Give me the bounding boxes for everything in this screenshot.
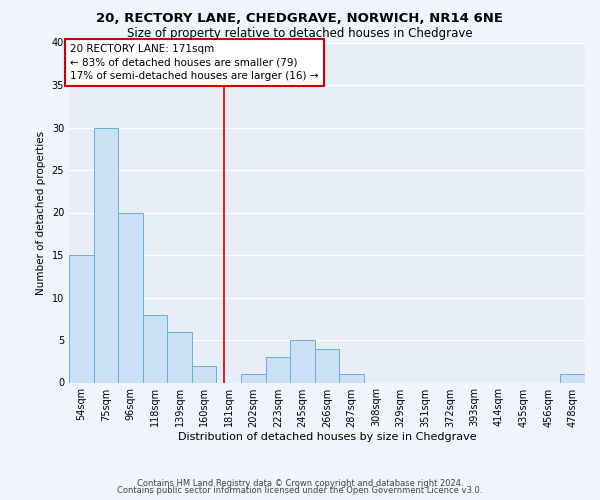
Bar: [167, 332, 192, 382]
Bar: [315, 348, 339, 382]
Bar: [560, 374, 585, 382]
Bar: [143, 314, 167, 382]
Bar: [118, 212, 143, 382]
X-axis label: Distribution of detached houses by size in Chedgrave: Distribution of detached houses by size …: [178, 432, 476, 442]
Bar: [192, 366, 217, 382]
Bar: [339, 374, 364, 382]
Text: Contains public sector information licensed under the Open Government Licence v3: Contains public sector information licen…: [118, 486, 482, 495]
Text: 20, RECTORY LANE, CHEDGRAVE, NORWICH, NR14 6NE: 20, RECTORY LANE, CHEDGRAVE, NORWICH, NR…: [97, 12, 503, 26]
Bar: [290, 340, 315, 382]
Text: 20 RECTORY LANE: 171sqm
← 83% of detached houses are smaller (79)
17% of semi-de: 20 RECTORY LANE: 171sqm ← 83% of detache…: [70, 44, 319, 80]
Text: Size of property relative to detached houses in Chedgrave: Size of property relative to detached ho…: [127, 28, 473, 40]
Bar: [94, 128, 118, 382]
Y-axis label: Number of detached properties: Number of detached properties: [36, 130, 46, 294]
Bar: [266, 357, 290, 382]
Bar: [241, 374, 266, 382]
Text: Contains HM Land Registry data © Crown copyright and database right 2024.: Contains HM Land Registry data © Crown c…: [137, 478, 463, 488]
Bar: [69, 255, 94, 382]
